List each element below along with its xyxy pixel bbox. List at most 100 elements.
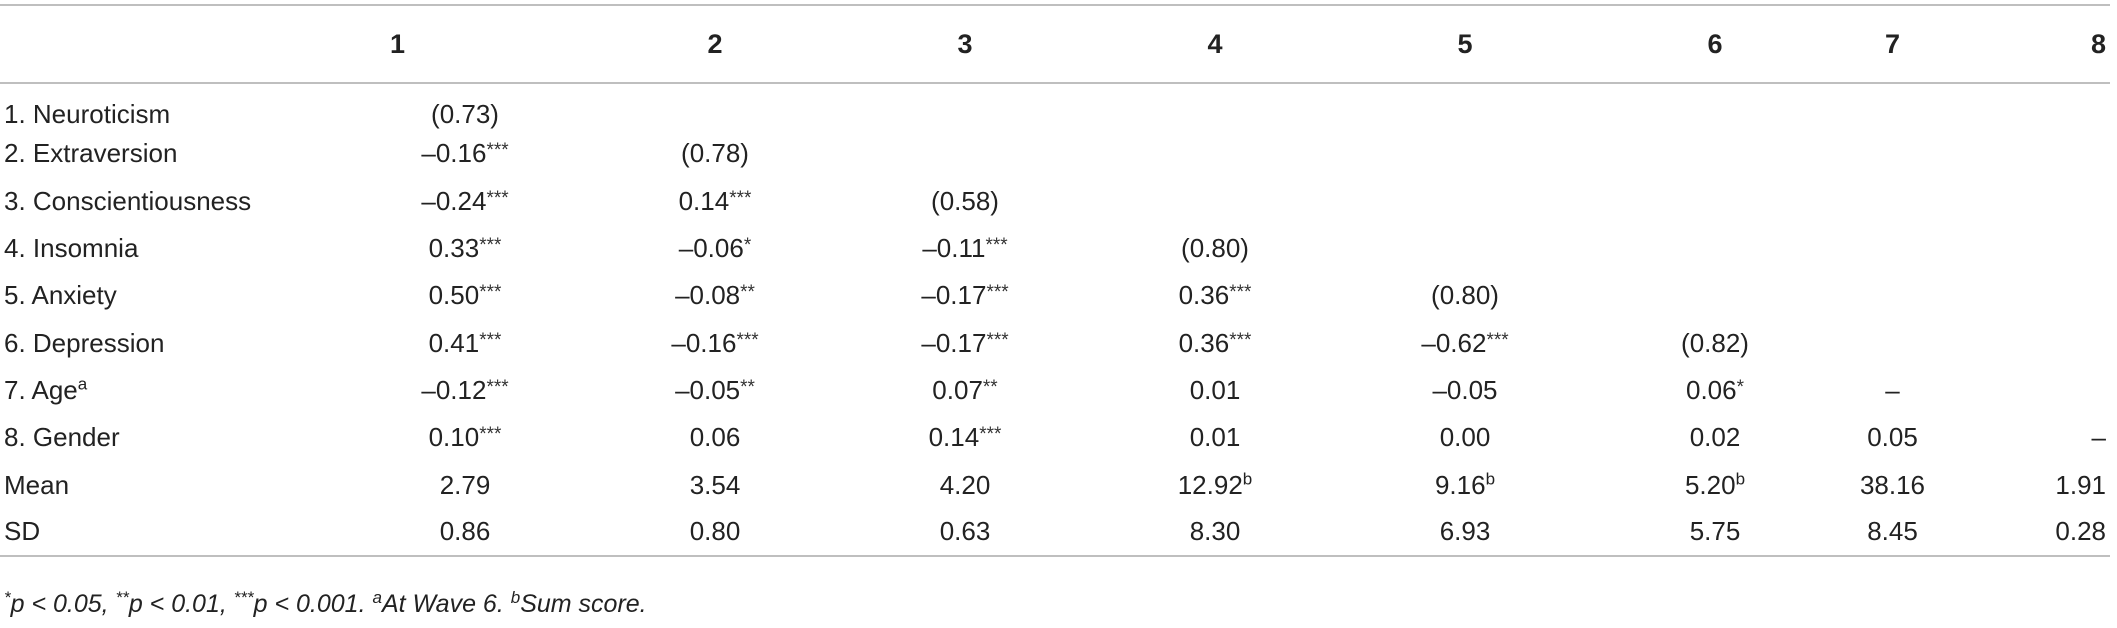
table-cell [1960, 178, 2110, 225]
column-header-text: 6 [1707, 28, 1723, 59]
table-cell: –0.62*** [1390, 319, 1640, 366]
table-cell: 0.63 [890, 509, 1140, 556]
table-row: 2. Extraversion –0.16*** (0.78) [0, 130, 2110, 177]
cell-value: 0.07 [932, 374, 983, 405]
table-row: 7. Agea –0.12*** –0.05** 0.07** 0.01 –0.05 0.0… [0, 367, 2110, 414]
row-label: SD [0, 509, 390, 556]
footnote-text: p < 0.01, [128, 590, 234, 618]
significance-stars: ** [740, 282, 755, 304]
table-cell [1960, 130, 2110, 177]
table-row: Mean 2.79 3.54 4.20 12.92b 9.16b 5.20b 38.16 1.9… [0, 461, 2110, 508]
table-cell: 0.05 [1825, 414, 1960, 461]
table-cell [1960, 272, 2110, 319]
table-cell: (0.73) [390, 83, 640, 130]
cell-value-group: 8.45 [1867, 516, 1918, 546]
cell-value-group: (0.82) [1640, 328, 1790, 359]
table-cell: 38.16 [1825, 461, 1960, 508]
table-cell [1640, 272, 1825, 319]
cell-value: –0.62 [1421, 327, 1487, 358]
cell-value-group: 12.92b [1140, 470, 1290, 501]
cell-value: (0.82) [1681, 327, 1749, 358]
cell-value: –0.06 [678, 233, 744, 264]
cell-value-group: –0.05** [640, 375, 790, 406]
cell-value: –0.16 [671, 327, 737, 358]
cell-value-group: 0.01 [1140, 375, 1290, 406]
table-cell: –0.05** [640, 367, 890, 414]
cell-value-group: (0.58) [890, 186, 1040, 217]
cell-value-group: 0.05 [1867, 422, 1918, 452]
cell-value-group: (0.80) [1390, 280, 1540, 311]
footnote-marker: b [1485, 468, 1496, 488]
significance-stars: *** [479, 424, 502, 446]
table-cell: (0.78) [640, 130, 890, 177]
cell-value: 0.06 [689, 422, 741, 453]
column-header-text: 2 [707, 28, 723, 59]
cell-value-group: 0.80 [640, 516, 790, 547]
table-cell: 0.07** [890, 367, 1140, 414]
significance-stars: * [743, 235, 752, 257]
cell-value: –0.17 [921, 327, 987, 358]
table-cell [1825, 272, 1960, 319]
table-cell: 0.50*** [390, 272, 640, 319]
cell-value: 38.16 [1859, 469, 1926, 500]
cell-value-group: 5.20b [1640, 470, 1790, 501]
cell-value-group: 0.00 [1390, 422, 1540, 453]
table-cell: 8.45 [1825, 509, 1960, 556]
row-label-text: 2. Extraversion [4, 138, 178, 169]
column-header: 3 [890, 5, 1140, 83]
table-body: 1. Neuroticism (0.73) 2. Extraversion –0.16… [0, 83, 2110, 556]
footnote-text: Sum score. [520, 590, 647, 618]
table-cell: (0.82) [1640, 319, 1825, 366]
cell-value-group: –0.16*** [640, 328, 790, 359]
table-cell [1640, 178, 1825, 225]
table-cell [1140, 178, 1390, 225]
footnote-text: p < 0.001. [253, 590, 373, 618]
cell-value: –0.05 [675, 374, 741, 405]
table-cell: 5.75 [1640, 509, 1825, 556]
table-cell: –0.08** [640, 272, 890, 319]
significance-stars: *** [486, 376, 509, 398]
table-cell: 0.80 [640, 509, 890, 556]
cell-value: (0.73) [431, 98, 499, 129]
table-cell [1960, 319, 2110, 366]
cell-value: (0.80) [1431, 280, 1499, 311]
cell-value-group: –0.17*** [890, 280, 1040, 311]
cell-value: –0.16 [421, 138, 487, 169]
footnote-sup: a [372, 588, 382, 607]
cell-value-group: 0.86 [390, 516, 540, 547]
cell-value: 6.93 [1439, 516, 1491, 547]
cell-value-group: 4.20 [890, 470, 1040, 501]
cell-value: 2.79 [439, 469, 491, 500]
footnote-sup: b [510, 588, 521, 607]
table-cell: 0.41*** [390, 319, 640, 366]
table-cell: –0.17*** [890, 272, 1140, 319]
row-label: 7. Agea [0, 367, 390, 414]
cell-value-group: –0.12*** [390, 375, 540, 406]
table-cell: (0.58) [890, 178, 1140, 225]
table-cell [1390, 178, 1640, 225]
table-cell: 0.00 [1390, 414, 1640, 461]
table-cell [1390, 130, 1640, 177]
table-cell: – [1960, 414, 2110, 461]
row-label-superscript: a [77, 374, 88, 394]
significance-stars: *** [736, 329, 759, 351]
column-header-text: 4 [1207, 28, 1223, 59]
table-cell: (0.80) [1390, 272, 1640, 319]
cell-value-group: –0.05 [1390, 375, 1540, 406]
table-cell: (0.80) [1140, 225, 1390, 272]
cell-value: 0.14 [678, 185, 730, 216]
cell-value: 1.91 [2055, 469, 2106, 500]
footnote-sup: *** [233, 588, 254, 607]
significance-stars: *** [986, 282, 1009, 304]
table-cell: 0.06 [640, 414, 890, 461]
column-header-text: 8 [2090, 28, 2106, 59]
table-row: 8. Gender 0.10*** 0.06 0.14*** 0.01 0.00 0.02 0… [0, 414, 2110, 461]
cell-value-group: 9.16b [1390, 470, 1540, 501]
cell-value: 0.10 [428, 422, 480, 453]
table-cell [1960, 83, 2110, 130]
row-label: 2. Extraversion [0, 130, 390, 177]
cell-value: 0.86 [439, 516, 491, 547]
column-header: 1 [390, 28, 406, 59]
table-footnote: *p < 0.05, **p < 0.01, ***p < 0.001. aAt… [4, 588, 647, 619]
significance-stars: ** [982, 376, 998, 398]
